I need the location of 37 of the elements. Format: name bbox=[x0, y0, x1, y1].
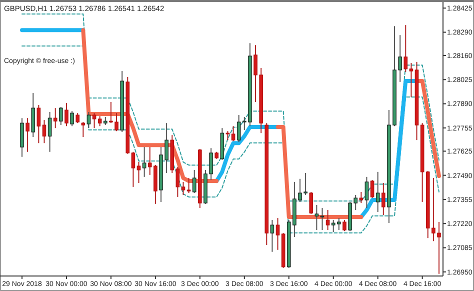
candlestick bbox=[48, 111, 52, 152]
candlestick bbox=[181, 181, 186, 196]
candlestick bbox=[364, 176, 369, 209]
candlestick bbox=[359, 191, 364, 204]
candlestick bbox=[76, 112, 80, 124]
candlestick bbox=[409, 62, 414, 98]
candlestick bbox=[276, 218, 280, 250]
candlestick bbox=[70, 110, 74, 127]
candlestick bbox=[64, 102, 68, 127]
candlestick bbox=[176, 166, 180, 198]
candlestick bbox=[370, 179, 374, 199]
candlestick bbox=[270, 220, 274, 252]
candlestick bbox=[326, 210, 330, 231]
candlestick bbox=[26, 118, 30, 152]
candlestick bbox=[53, 108, 58, 129]
candlestick bbox=[36, 104, 41, 144]
candlestick bbox=[31, 92, 36, 138]
candlestick bbox=[404, 24, 408, 72]
candlestick bbox=[81, 122, 86, 138]
candlestick bbox=[314, 204, 319, 231]
candlestick bbox=[92, 112, 96, 129]
candlestick bbox=[136, 161, 141, 184]
candlestick bbox=[342, 220, 346, 232]
candlestick bbox=[309, 191, 314, 214]
candlestick bbox=[142, 146, 146, 178]
candlestick bbox=[86, 111, 91, 129]
candlestick bbox=[320, 208, 324, 231]
candlestick bbox=[98, 116, 102, 127]
candlestick bbox=[20, 118, 24, 158]
candlestick bbox=[59, 106, 63, 126]
candlestick bbox=[231, 126, 236, 142]
candlestick bbox=[382, 182, 386, 216]
candlestick bbox=[42, 120, 46, 144]
candlestick bbox=[131, 151, 136, 188]
candlestick bbox=[186, 177, 191, 194]
candlestick bbox=[192, 169, 196, 194]
candlestick bbox=[376, 171, 380, 212]
